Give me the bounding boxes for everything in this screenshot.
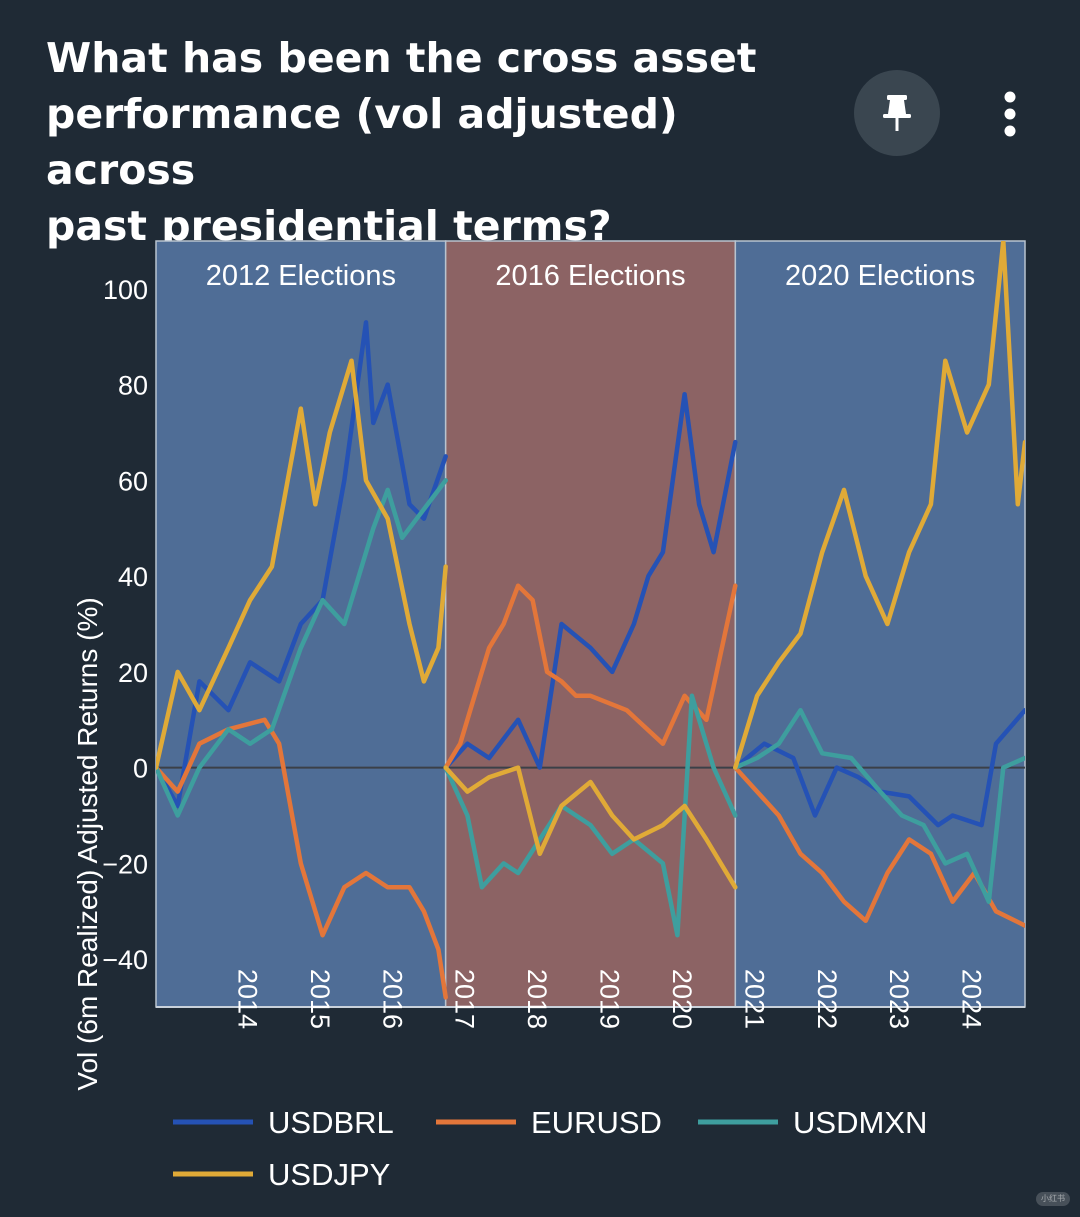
axes: 100 80 60 40 20 0 −20 −40 2014 2015 2016 2017 2018 20… <box>102 275 1025 1029</box>
series-line-usdjpy-1 <box>156 358 448 770</box>
panel-labels: 2012 Elections 2016 Elections 2020 Electio… <box>206 260 976 292</box>
pin-button[interactable] <box>854 70 940 156</box>
x-tick-label: 2014 <box>232 969 262 1029</box>
y-tick-label: −20 <box>102 849 148 879</box>
y-tick-label: 60 <box>118 466 148 496</box>
y-tick-label: 20 <box>118 658 148 688</box>
y-tick-label: 0 <box>133 754 148 784</box>
series-line-eurusd-3 <box>733 765 1025 928</box>
x-tick-label: 2017 <box>450 969 480 1029</box>
y-tick-label: 80 <box>118 371 148 401</box>
series-line-usdjpy-2 <box>443 765 738 890</box>
y-tick-label: 40 <box>118 562 148 592</box>
x-tick-label: 2022 <box>812 969 842 1029</box>
x-tick-label: 2016 <box>377 969 407 1029</box>
series-lines <box>156 241 1025 1000</box>
y-tick-label: 100 <box>103 275 148 305</box>
more-vertical-icon <box>1004 91 1016 137</box>
election-panels <box>155 240 1026 1008</box>
more-options-button[interactable] <box>990 86 1030 142</box>
legend: USDBRL EURUSD USDMXN USDJPY <box>173 1105 927 1192</box>
legend-label-usdbrl: USDBRL <box>268 1105 394 1140</box>
x-tick-label: 2018 <box>522 969 552 1029</box>
series-line-usdbrl-2 <box>443 391 738 770</box>
x-tick-label: 2015 <box>305 969 335 1029</box>
series-line-usdmxn-2 <box>443 693 738 938</box>
series-line-usdmxn-3 <box>733 707 1025 904</box>
pin-icon <box>883 95 911 131</box>
series-line-usdmxn-1 <box>156 478 448 818</box>
x-tick-label: 2021 <box>739 969 769 1029</box>
y-axis-label: Vol (6m Realized) Adjusted Returns (%) <box>72 597 103 1090</box>
title-line-1: What has been the cross asset <box>46 34 757 82</box>
y-tick-label: −40 <box>102 945 148 975</box>
performance-chart: 2012 Elections 2016 Elections 2020 Electio… <box>72 240 1026 1192</box>
series-line-eurusd-2 <box>443 583 738 770</box>
x-tick-label: 2019 <box>595 969 625 1029</box>
panel-2 <box>444 240 737 1008</box>
panel-label-3: 2020 Elections <box>785 260 975 292</box>
page-title: What has been the cross asset performanc… <box>46 30 826 254</box>
x-tick-label: 2024 <box>957 969 987 1029</box>
panel-label-1: 2012 Elections <box>206 260 396 292</box>
panel-label-2: 2016 Elections <box>495 260 685 292</box>
title-line-2: performance (vol adjusted) across <box>46 90 678 194</box>
series-line-eurusd-1 <box>156 717 448 1000</box>
x-tick-label: 2020 <box>667 969 697 1029</box>
x-tick-label: 2023 <box>884 969 914 1029</box>
legend-label-eurusd: EURUSD <box>531 1105 662 1140</box>
series-line-usdjpy-3 <box>733 241 1025 770</box>
watermark-badge: 小红书 <box>1036 1192 1070 1206</box>
legend-label-usdjpy: USDJPY <box>268 1157 390 1192</box>
legend-label-usdmxn: USDMXN <box>793 1105 927 1140</box>
